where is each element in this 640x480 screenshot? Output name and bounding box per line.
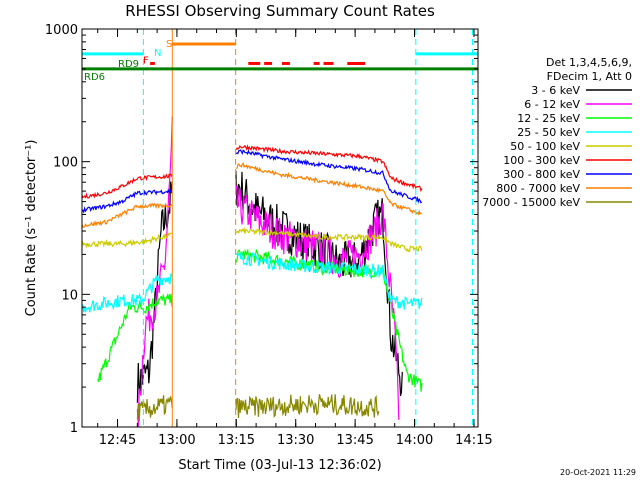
x-axis-title: Start Time (03-Jul-13 12:36:02) — [178, 458, 381, 473]
y-axis-title: Count Rate (s⁻¹ detector⁻¹) — [24, 140, 39, 317]
plot-frame — [81, 28, 479, 428]
legend-label-0: 3 - 6 keV — [531, 84, 580, 97]
legend: Det 1,3,4,5,6,9,FDecim 1, Att 03 - 6 keV… — [482, 56, 632, 209]
annotation-rd6: RD6 — [84, 72, 105, 83]
legend-label-1: 6 - 12 keV — [524, 98, 580, 111]
x-tick-label-1: 13:00 — [158, 433, 195, 448]
annotation-s: S — [166, 39, 172, 50]
y-tick-label-1: 10 — [61, 288, 78, 303]
legend-label-8: 7000 - 15000 keV — [482, 196, 580, 209]
series-line-3 — [81, 251, 423, 313]
footer-timestamp: 20-Oct-2021 11:29 — [560, 468, 636, 477]
legend-label-5: 100 - 300 keV — [503, 154, 580, 167]
legend-label-4: 50 - 100 keV — [510, 140, 580, 153]
legend-header-1: FDecim 1, Att 0 — [547, 70, 632, 83]
legend-label-6: 300 - 800 keV — [503, 168, 580, 181]
x-tick-label-0: 12:45 — [99, 433, 136, 448]
annotation-n: N — [154, 48, 161, 59]
legend-label-2: 12 - 25 keV — [517, 112, 580, 125]
legend-header-0: Det 1,3,4,5,6,9, — [546, 56, 632, 69]
series-line-4 — [81, 226, 423, 253]
annotation-f: F — [143, 55, 149, 66]
axis-layer: 1 10 100 1000 12:45 13:00 13:15 13:30 13:45 14:00… — [45, 23, 493, 448]
x-tick-label-4: 13:45 — [336, 433, 373, 448]
y-tick-label-2: 100 — [53, 156, 78, 171]
x-tick-label-6: 14:15 — [455, 433, 492, 448]
x-tick-label-2: 13:15 — [218, 433, 255, 448]
x-tick-label-3: 13:30 — [277, 433, 314, 448]
series-line-5 — [81, 144, 423, 199]
y-tick-label-0: 1 — [70, 421, 78, 436]
x-tick-label-5: 14:00 — [396, 433, 433, 448]
series-line-7 — [81, 162, 423, 228]
legend-label-7: 800 - 7000 keV — [496, 182, 580, 195]
y-tick-label-3: 1000 — [45, 23, 78, 38]
flag-layer: RD6 RD9 FNS — [82, 29, 478, 427]
series-line-6 — [81, 149, 423, 214]
chart-title: RHESSI Observing Summary Count Rates — [125, 2, 435, 20]
annotation-rd9: RD9 — [118, 59, 139, 70]
series-layer — [81, 116, 423, 428]
legend-label-3: 25 - 50 keV — [517, 126, 580, 139]
